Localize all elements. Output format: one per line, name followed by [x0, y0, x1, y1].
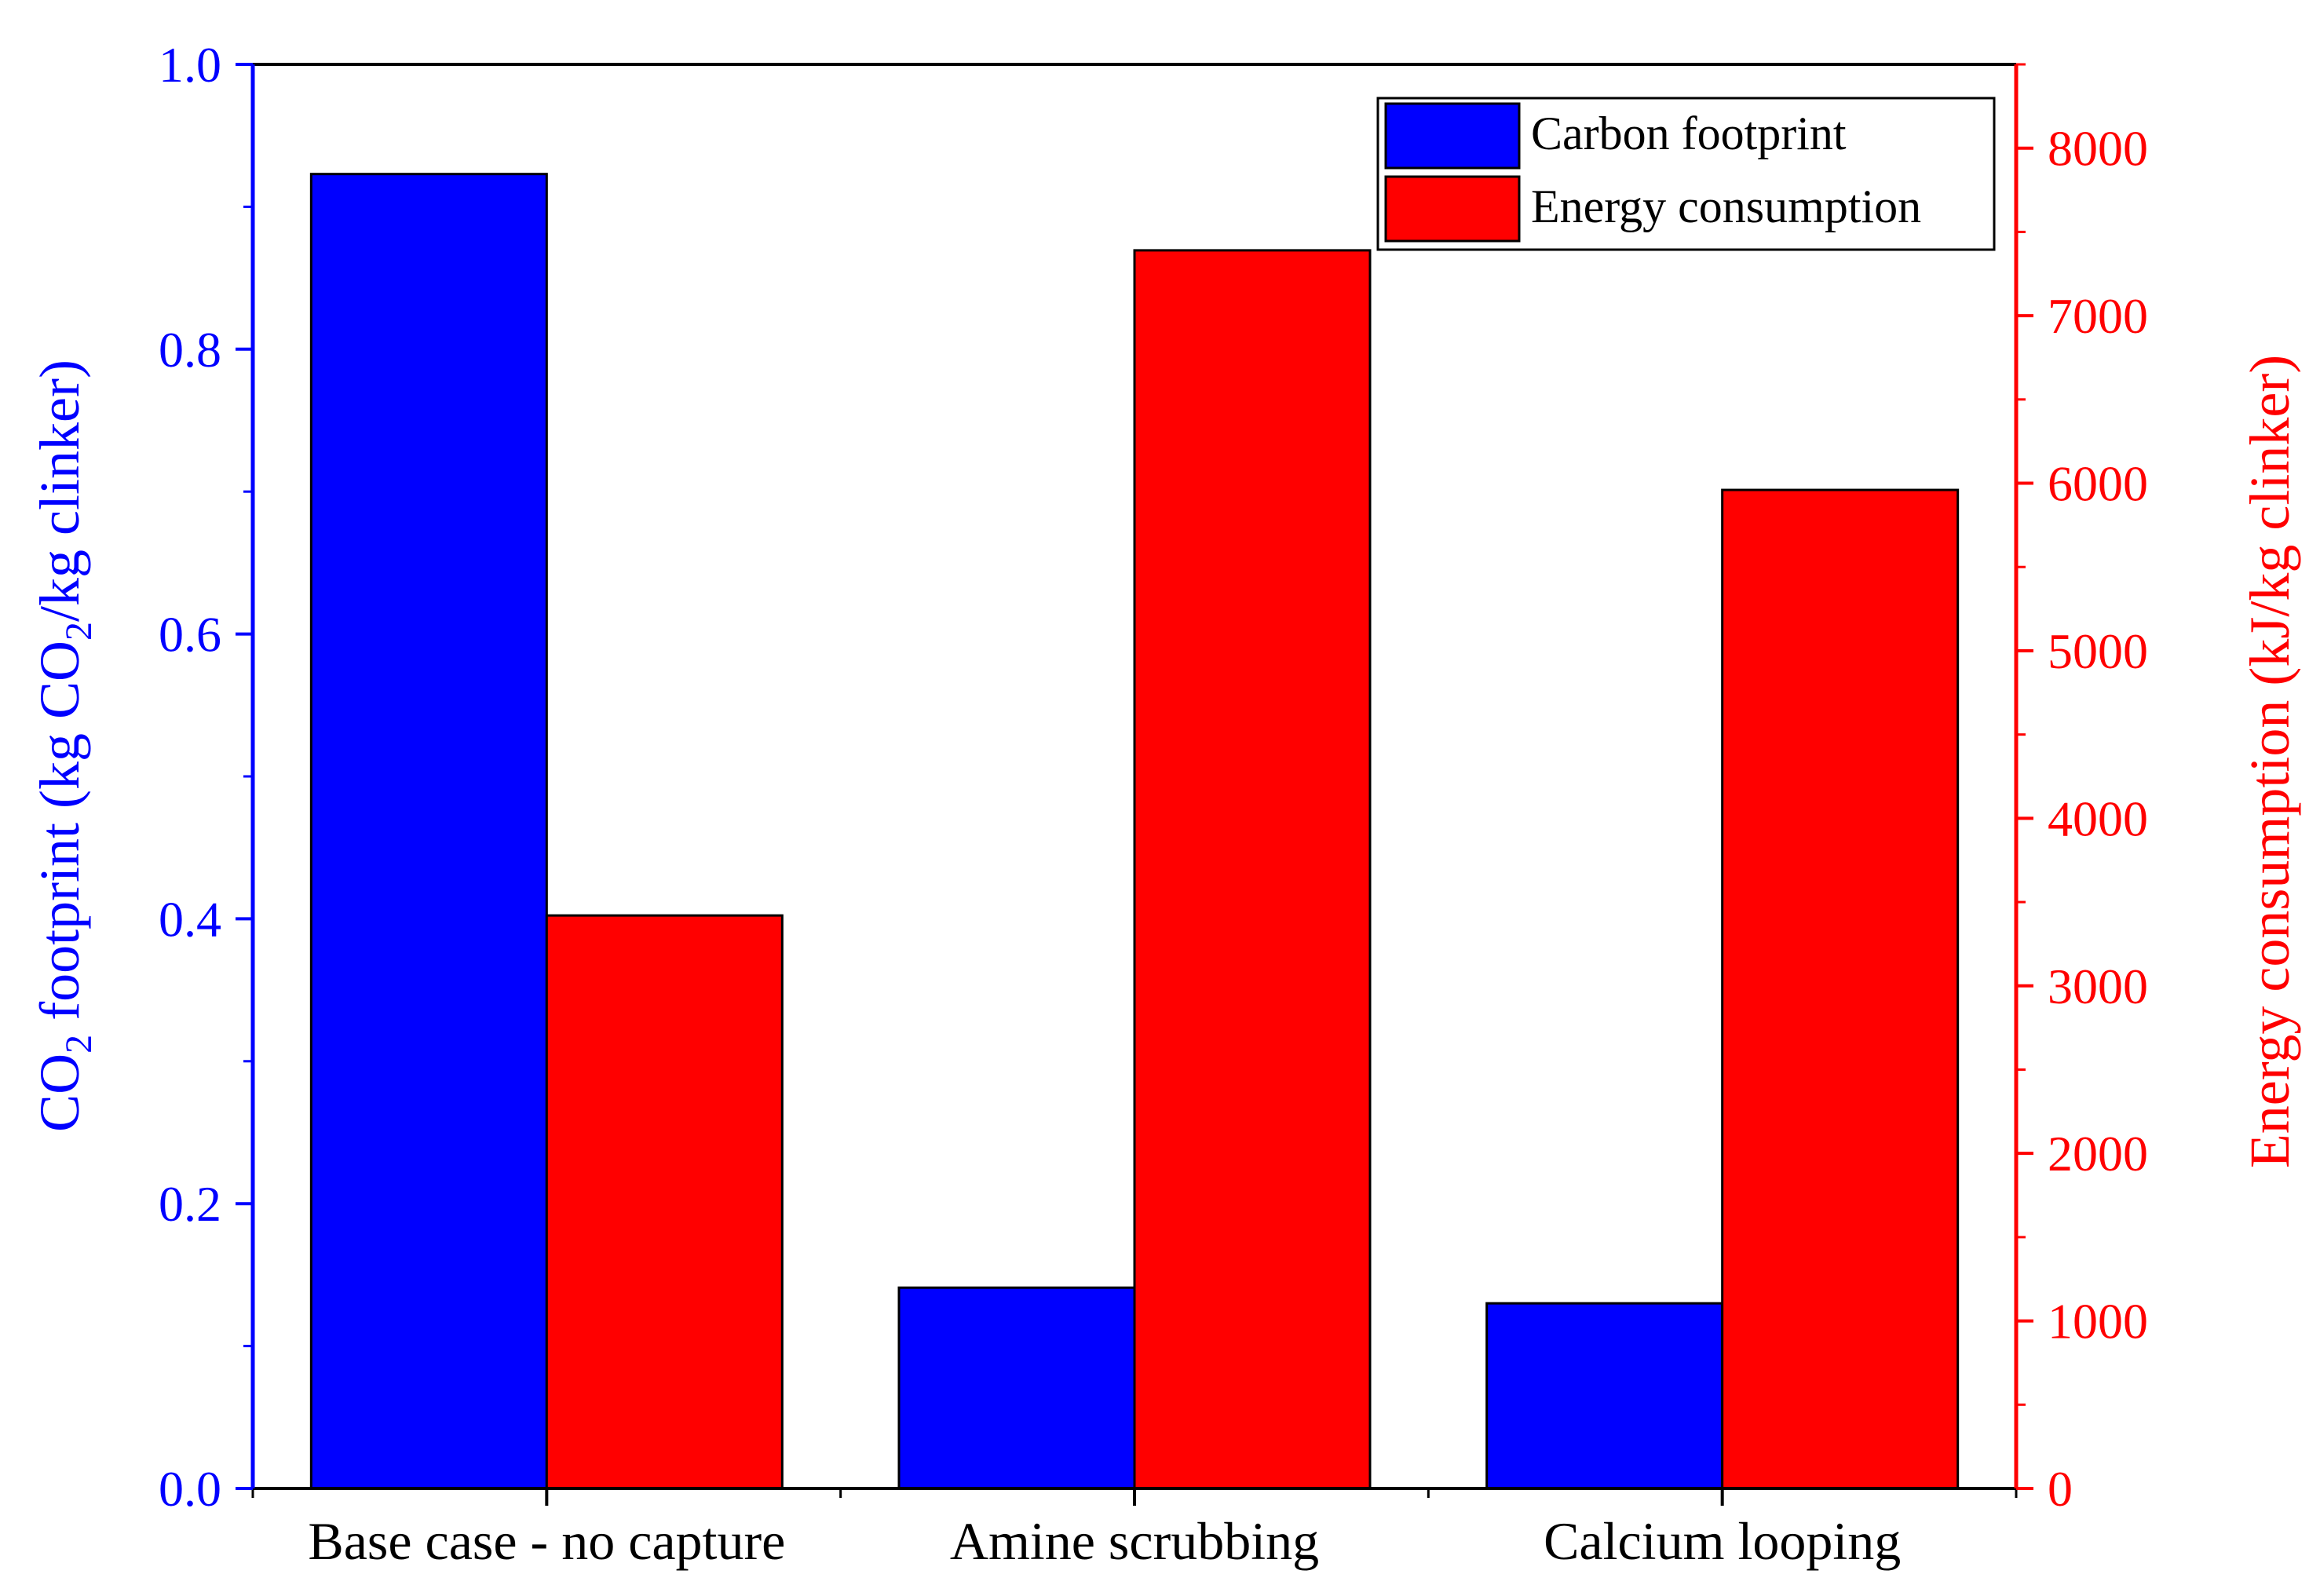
- left-title-mid: footprint (kg CO: [28, 641, 91, 1035]
- right-tick-label-8: 8000: [2048, 121, 2148, 177]
- x-tick-label-1: Amine scrubbing: [950, 1511, 1319, 1571]
- legend-swatch-energy: [1384, 175, 1521, 243]
- legend-label-carbon: Carbon footprint: [1531, 108, 1847, 159]
- left-tick-label-4: 0.8: [159, 322, 221, 378]
- right-tick-label-3: 3000: [2048, 959, 2148, 1014]
- right-tick-label-0: 0: [2048, 1461, 2073, 1517]
- left-tick-label-3: 0.6: [159, 607, 221, 663]
- left-title-sub1: 2: [58, 1035, 100, 1054]
- x-tick-label-2: Calcium looping: [1544, 1511, 1901, 1571]
- left-tick-label-1: 0.2: [159, 1176, 221, 1232]
- left-tick-label-5: 1.0: [159, 37, 221, 93]
- left-title-suffix: /kg clinker): [28, 360, 91, 622]
- legend-swatch-carbon: [1384, 102, 1521, 170]
- bar-carbon-footprint-1: [897, 1286, 1136, 1490]
- right-tick-label-4: 4000: [2048, 791, 2148, 846]
- labels-layer: Base case - no capture Amine scrubbing Cal…: [159, 37, 2148, 1571]
- right-tick-label-5: 5000: [2048, 623, 2148, 679]
- left-axis-title: CO2 footprint (kg CO2/kg clinker): [28, 360, 100, 1132]
- bar-energy-consumption-2: [1721, 488, 1960, 1490]
- bar-carbon-footprint-2: [1485, 1302, 1724, 1490]
- right-axis-title: Energy consumption (kJ/kg clinker): [2238, 355, 2301, 1168]
- bar-energy-consumption-1: [1133, 249, 1372, 1490]
- bars-layer: [309, 173, 1960, 1490]
- right-tick-label-2: 2000: [2048, 1126, 2148, 1181]
- left-title-sub2: 2: [58, 622, 100, 641]
- right-tick-label-1: 1000: [2048, 1294, 2148, 1349]
- x-tick-label-0: Base case - no capture: [308, 1511, 785, 1571]
- bar-carbon-footprint-0: [309, 173, 548, 1490]
- bar-energy-consumption-0: [545, 914, 784, 1490]
- ticks-layer: [236, 63, 2033, 1506]
- left-tick-label-0: 0.0: [159, 1461, 221, 1517]
- right-tick-label-6: 6000: [2048, 456, 2148, 512]
- right-tick-label-7: 7000: [2048, 288, 2148, 344]
- left-tick-label-2: 0.4: [159, 891, 221, 947]
- left-title-prefix: CO: [28, 1054, 91, 1132]
- legend-label-energy: Energy consumption: [1531, 181, 1921, 232]
- legend: Carbon footprint Energy consumption: [1376, 97, 1996, 251]
